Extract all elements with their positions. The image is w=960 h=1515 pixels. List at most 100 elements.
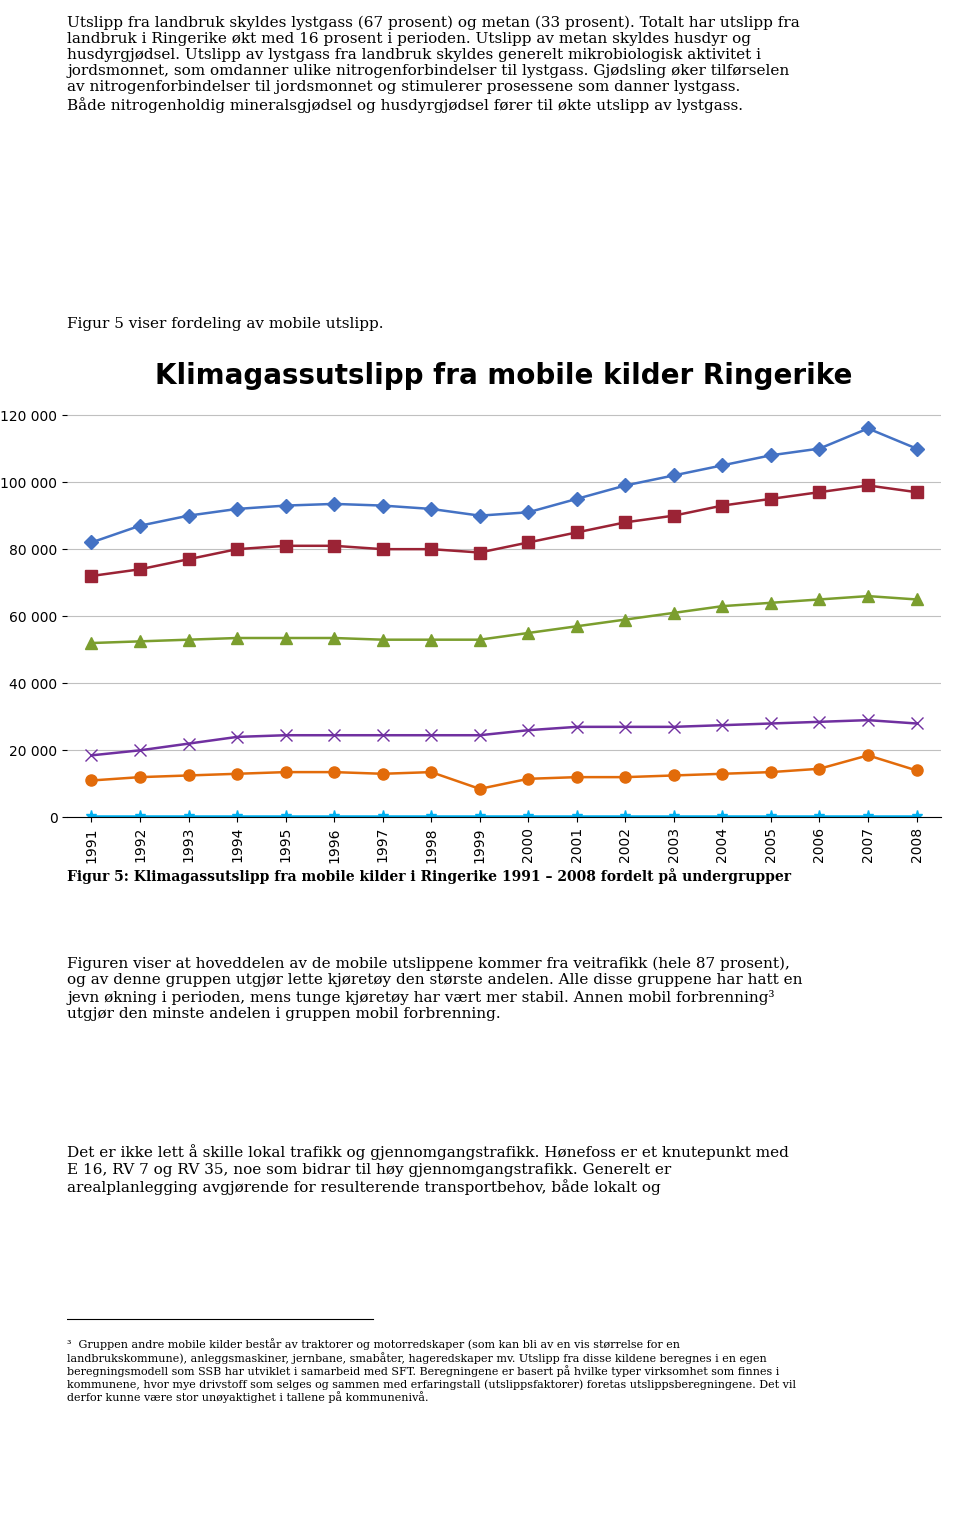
Mobil forbrenning i alt bbox=[862, 420, 874, 438]
Mobil forbrenning i alt bbox=[182, 506, 194, 524]
Mobil forbrenning i alt bbox=[377, 497, 389, 515]
Veitrafikk bbox=[425, 539, 437, 558]
Veitrafikk bbox=[328, 536, 340, 554]
Annen mobil forbrenning bbox=[134, 768, 146, 786]
Mobil forbrenning i alt bbox=[716, 456, 728, 474]
Skip og båter, avgasser bbox=[911, 806, 923, 824]
Veitrafikk bbox=[85, 567, 97, 585]
Veitrafikk bbox=[182, 550, 194, 568]
Skip og båter, avgasser bbox=[425, 806, 437, 824]
Text: Figuren viser at hoveddelen av de mobile utslippene kommer fra veitrafikk (hele : Figuren viser at hoveddelen av de mobile… bbox=[67, 956, 803, 1021]
Mobil forbrenning i alt bbox=[474, 506, 486, 524]
Lett kjøretøy,bensin og diesel bbox=[328, 629, 340, 647]
Lett kjøretøy,bensin og diesel bbox=[474, 630, 486, 648]
Annen mobil forbrenning bbox=[85, 771, 97, 789]
Text: ³  Gruppen andre mobile kilder består av traktorer og motorredskaper (som kan bl: ³ Gruppen andre mobile kilder består av … bbox=[67, 1338, 796, 1403]
Annen mobil forbrenning bbox=[814, 759, 826, 777]
Tungt kjøretøy,bensin og diesel bbox=[425, 726, 437, 744]
Lett kjøretøy,bensin og diesel bbox=[134, 632, 146, 650]
Skip og båter, avgasser bbox=[279, 806, 291, 824]
Line: Annen mobil forbrenning: Annen mobil forbrenning bbox=[85, 750, 923, 794]
Text: Figur 5: Klimagassutslipp fra mobile kilder i Ringerike 1991 – 2008 fordelt på u: Figur 5: Klimagassutslipp fra mobile kil… bbox=[67, 868, 791, 883]
Tungt kjøretøy,bensin og diesel bbox=[134, 741, 146, 759]
Veitrafikk bbox=[134, 561, 146, 579]
Lett kjøretøy,bensin og diesel bbox=[911, 591, 923, 609]
Tungt kjøretøy,bensin og diesel bbox=[911, 715, 923, 733]
Legend: Mobil forbrenning i alt, Veitrafikk, Lett kjøretøy,bensin
og diesel, Tungt kjøre: Mobil forbrenning i alt, Veitrafikk, Let… bbox=[956, 405, 960, 650]
Text: Figur 5 viser fordeling av mobile utslipp.: Figur 5 viser fordeling av mobile utslip… bbox=[67, 317, 384, 332]
Lett kjøretøy,bensin og diesel bbox=[425, 630, 437, 648]
Mobil forbrenning i alt bbox=[814, 439, 826, 458]
Veitrafikk bbox=[814, 483, 826, 501]
Lett kjøretøy,bensin og diesel bbox=[279, 629, 291, 647]
Mobil forbrenning i alt bbox=[328, 495, 340, 514]
Mobil forbrenning i alt bbox=[231, 500, 243, 518]
Annen mobil forbrenning bbox=[571, 768, 583, 786]
Line: Tungt kjøretøy,bensin og diesel: Tungt kjøretøy,bensin og diesel bbox=[85, 715, 923, 761]
Lett kjøretøy,bensin og diesel bbox=[182, 630, 194, 648]
Line: Lett kjøretøy,bensin og diesel: Lett kjøretøy,bensin og diesel bbox=[85, 591, 923, 648]
Lett kjøretøy,bensin og diesel bbox=[716, 597, 728, 615]
Tungt kjøretøy,bensin og diesel bbox=[182, 735, 194, 753]
Tungt kjøretøy,bensin og diesel bbox=[619, 718, 631, 736]
Mobil forbrenning i alt bbox=[425, 500, 437, 518]
Lett kjøretøy,bensin og diesel bbox=[522, 624, 534, 642]
Annen mobil forbrenning bbox=[377, 765, 389, 783]
Mobil forbrenning i alt bbox=[279, 497, 291, 515]
Mobil forbrenning i alt bbox=[911, 439, 923, 458]
Annen mobil forbrenning bbox=[279, 764, 291, 782]
Veitrafikk bbox=[862, 476, 874, 494]
Tungt kjøretøy,bensin og diesel bbox=[279, 726, 291, 744]
Annen mobil forbrenning bbox=[182, 767, 194, 785]
Lett kjøretøy,bensin og diesel bbox=[765, 594, 777, 612]
Veitrafikk bbox=[716, 497, 728, 515]
Annen mobil forbrenning bbox=[668, 767, 680, 785]
Veitrafikk bbox=[279, 536, 291, 554]
Veitrafikk bbox=[911, 483, 923, 501]
Tungt kjøretøy,bensin og diesel bbox=[231, 727, 243, 745]
Annen mobil forbrenning bbox=[716, 765, 728, 783]
Skip og båter, avgasser bbox=[862, 806, 874, 824]
Tungt kjøretøy,bensin og diesel bbox=[522, 721, 534, 739]
Lett kjøretøy,bensin og diesel bbox=[619, 611, 631, 629]
Skip og båter, avgasser bbox=[716, 806, 728, 824]
Tungt kjøretøy,bensin og diesel bbox=[814, 712, 826, 730]
Annen mobil forbrenning bbox=[328, 764, 340, 782]
Mobil forbrenning i alt bbox=[619, 476, 631, 494]
Lett kjøretøy,bensin og diesel bbox=[862, 586, 874, 604]
Lett kjøretøy,bensin og diesel bbox=[814, 591, 826, 609]
Veitrafikk bbox=[522, 533, 534, 551]
Skip og båter, avgasser bbox=[619, 806, 631, 824]
Annen mobil forbrenning bbox=[522, 770, 534, 788]
Lett kjøretøy,bensin og diesel bbox=[231, 629, 243, 647]
Tungt kjøretøy,bensin og diesel bbox=[716, 717, 728, 735]
Skip og båter, avgasser bbox=[571, 806, 583, 824]
Lett kjøretøy,bensin og diesel bbox=[377, 630, 389, 648]
Mobil forbrenning i alt bbox=[571, 489, 583, 508]
Veitrafikk bbox=[231, 539, 243, 558]
Tungt kjøretøy,bensin og diesel bbox=[862, 711, 874, 729]
Mobil forbrenning i alt bbox=[85, 533, 97, 551]
Tungt kjøretøy,bensin og diesel bbox=[377, 726, 389, 744]
Veitrafikk bbox=[571, 523, 583, 541]
Skip og båter, avgasser bbox=[765, 806, 777, 824]
Skip og båter, avgasser bbox=[668, 806, 680, 824]
Line: Veitrafikk: Veitrafikk bbox=[85, 480, 923, 582]
Skip og båter, avgasser bbox=[231, 806, 243, 824]
Annen mobil forbrenning bbox=[765, 764, 777, 782]
Mobil forbrenning i alt bbox=[134, 517, 146, 535]
Veitrafikk bbox=[377, 539, 389, 558]
Skip og båter, avgasser bbox=[522, 806, 534, 824]
Skip og båter, avgasser bbox=[85, 806, 97, 824]
Tungt kjøretøy,bensin og diesel bbox=[765, 715, 777, 733]
Mobil forbrenning i alt bbox=[765, 447, 777, 465]
Mobil forbrenning i alt bbox=[522, 503, 534, 521]
Lett kjøretøy,bensin og diesel bbox=[85, 633, 97, 651]
Annen mobil forbrenning bbox=[231, 765, 243, 783]
Skip og båter, avgasser bbox=[328, 806, 340, 824]
Lett kjøretøy,bensin og diesel bbox=[571, 617, 583, 635]
Mobil forbrenning i alt bbox=[668, 467, 680, 485]
Annen mobil forbrenning bbox=[474, 780, 486, 798]
Veitrafikk bbox=[474, 544, 486, 562]
Annen mobil forbrenning bbox=[425, 764, 437, 782]
